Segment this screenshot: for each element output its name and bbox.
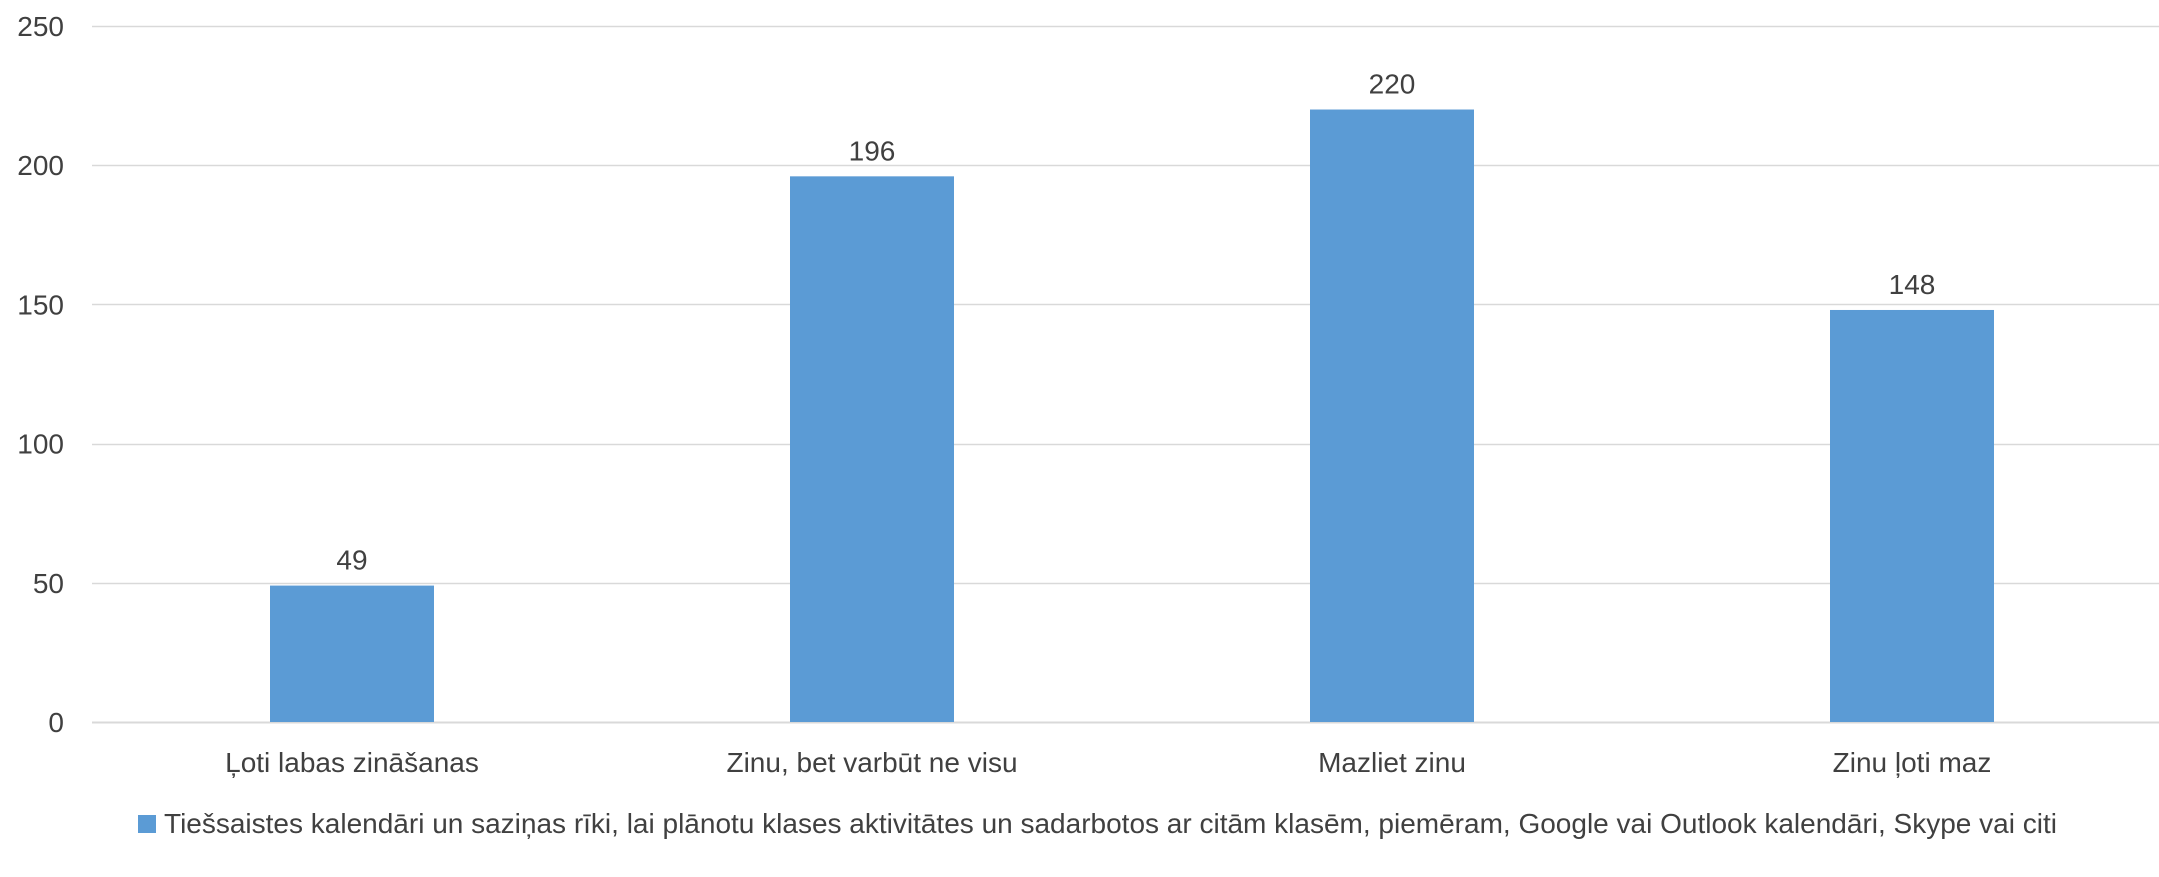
y-tick-label: 150 (17, 289, 64, 320)
data-label: 49 (336, 545, 367, 576)
bar (1310, 109, 1474, 722)
y-tick-label: 0 (48, 707, 64, 738)
legend-swatch-series-1 (138, 815, 156, 833)
y-tick-label: 200 (17, 150, 64, 181)
data-labels: 49 196 220 148 (336, 69, 1935, 576)
y-tick-label: 50 (33, 568, 64, 599)
bar (1830, 309, 1994, 722)
gridlines (92, 25, 2159, 724)
bar (790, 176, 954, 722)
y-tick-label: 250 (17, 11, 64, 42)
legend-label-series-1: Tiešsaistes kalendāri un saziņas rīki, l… (164, 808, 2057, 839)
bar (270, 585, 434, 722)
bars (270, 109, 1994, 722)
legend: Tiešsaistes kalendāri un saziņas rīki, l… (138, 806, 2098, 841)
data-label: 220 (1369, 69, 1416, 100)
x-category-label: Zinu, bet varbūt ne visu (726, 747, 1017, 778)
y-axis-tick-labels: 0 50 100 150 200 250 (17, 11, 64, 738)
data-label: 148 (1889, 269, 1936, 300)
x-axis-category-labels: Ļoti labas zināšanas Zinu, bet varbūt ne … (225, 747, 1991, 778)
x-category-label: Zinu ļoti maz (1833, 747, 1992, 778)
data-label: 196 (849, 135, 896, 166)
x-category-label: Ļoti labas zināšanas (225, 747, 479, 778)
y-tick-label: 100 (17, 429, 64, 460)
x-category-label: Mazliet zinu (1318, 747, 1466, 778)
